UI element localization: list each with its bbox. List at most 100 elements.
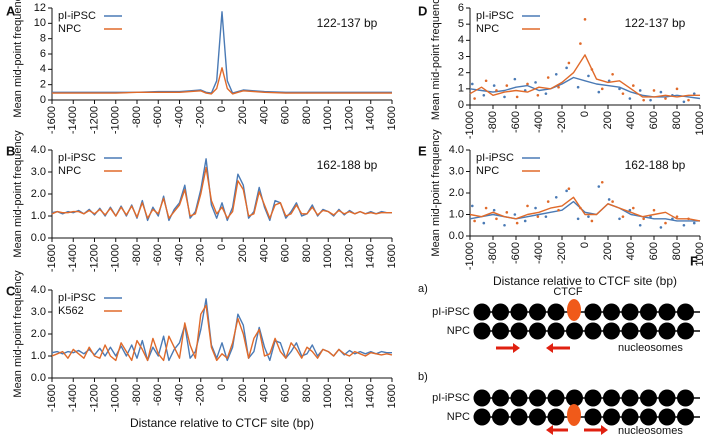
- nucleosome: [566, 389, 583, 407]
- nucleosome: [584, 303, 602, 321]
- scatter-dot: [567, 61, 571, 65]
- scatter-dot: [557, 85, 560, 89]
- legend-label: pI-iPSC: [58, 292, 96, 304]
- x-tick-label: 1600: [386, 244, 398, 268]
- legend-label: NPC: [476, 165, 499, 177]
- nucleosome: [640, 303, 657, 321]
- scatter-dot: [583, 18, 587, 21]
- y-tick-label: 1.0: [449, 208, 464, 220]
- legend-label: pI-iPSC: [476, 10, 514, 22]
- scatter-dot: [526, 82, 529, 86]
- y-tick-label: 0.0: [449, 230, 464, 242]
- annotation: 162-188 bp: [317, 158, 378, 172]
- y-tick-label: 1: [458, 83, 464, 95]
- nucleosome: [658, 322, 676, 340]
- scatter-dot: [664, 97, 667, 100]
- note: nucleosomes: [618, 425, 683, 435]
- scatter-dot: [544, 92, 548, 95]
- x-tick-label: 0: [216, 106, 228, 112]
- nucleosome: [677, 389, 694, 407]
- track-label: pI-iPSC: [432, 392, 470, 404]
- scatter-dot: [607, 79, 611, 83]
- y-tick-label: 1.0: [31, 210, 46, 222]
- y-axis-title: Mean mid-point frequency: [430, 129, 442, 257]
- nucleosome: [584, 408, 602, 426]
- y-tick-label: 12: [34, 2, 46, 14]
- scatter-dot: [687, 98, 690, 102]
- track-label: NPC: [447, 411, 470, 423]
- y-axis-title: Mean mid-point frequency: [12, 0, 24, 118]
- nucleosome: [510, 408, 528, 426]
- y-tick-label: 2: [40, 79, 46, 91]
- scatter-dot: [484, 79, 488, 83]
- x-tick-label: -800: [131, 244, 143, 266]
- arrow-head: [601, 425, 608, 435]
- scatter-dot: [484, 206, 488, 210]
- series-line: [51, 166, 392, 219]
- scatter-dot: [597, 90, 601, 94]
- scatter-dot: [652, 89, 656, 92]
- scatter-dot: [492, 84, 496, 87]
- scatter-dot: [611, 200, 614, 203]
- arrow-head: [546, 425, 553, 435]
- nucleosome: [621, 322, 639, 340]
- nucleosome: [603, 408, 620, 426]
- x-tick-label: 200: [237, 244, 249, 262]
- x-tick-label: -1000: [110, 106, 122, 134]
- legend-label: pI-iPSC: [476, 152, 514, 164]
- scatter-dot: [503, 223, 506, 227]
- scatter-dot: [597, 185, 601, 188]
- scatter-dot: [652, 208, 656, 212]
- panel-letter: B: [6, 143, 15, 158]
- x-tick-label: -200: [195, 384, 207, 406]
- x-tick-label: 400: [625, 111, 637, 129]
- scatter-dot: [523, 219, 527, 223]
- arrow-head: [513, 343, 520, 353]
- x-tick-label: -1400: [67, 106, 79, 134]
- scatter-dot: [587, 215, 590, 218]
- x-tick-label: 600: [280, 106, 292, 124]
- ctcf-site: [567, 404, 581, 426]
- nucleosome: [621, 389, 639, 407]
- y-tick-label: 6: [40, 48, 46, 60]
- x-tick-label: -200: [195, 244, 207, 266]
- legend-label: NPC: [476, 23, 499, 35]
- x-tick-label: 0: [216, 384, 228, 390]
- nucleosome: [603, 322, 620, 340]
- nucleosome: [640, 322, 657, 340]
- scatter-dot: [632, 206, 635, 210]
- x-tick-label: -600: [152, 384, 164, 406]
- scatter-dot: [621, 215, 625, 218]
- x-tick-label: -800: [487, 242, 499, 264]
- arrow-head: [546, 343, 553, 353]
- scatter-dot: [587, 74, 590, 78]
- scatter-dot: [675, 87, 679, 91]
- nucleosome: [473, 303, 491, 321]
- section-label: a): [418, 283, 428, 295]
- x-tick-label: -600: [152, 244, 164, 266]
- scatter-dot: [659, 226, 663, 229]
- scatter-dot: [642, 98, 645, 102]
- scatter-dot: [495, 89, 498, 92]
- scatter-dot: [600, 180, 604, 184]
- x-tick-label: 0: [216, 244, 228, 250]
- nucleosome: [510, 303, 528, 321]
- y-tick-label: 3.0: [31, 166, 46, 178]
- x-tick-label: -1600: [46, 244, 58, 272]
- nucleosome: [547, 322, 565, 340]
- x-tick-label: -1600: [46, 384, 58, 412]
- nucleosome-diagram: [473, 299, 700, 435]
- x-tick-label: -600: [510, 111, 522, 133]
- y-tick-label: 4: [458, 34, 464, 46]
- nucleosome: [640, 389, 657, 407]
- y-tick-label: 3.0: [449, 165, 464, 177]
- x-tick-label: 600: [280, 384, 292, 402]
- nucleosome: [529, 322, 546, 340]
- x-tick-label: -200: [556, 111, 568, 133]
- legend-label: pI-iPSC: [58, 152, 96, 164]
- x-tick-label: 800: [301, 106, 313, 124]
- x-tick-label: -200: [556, 242, 568, 264]
- series-line: [51, 304, 393, 362]
- ctcf-site: [567, 299, 581, 321]
- x-tick-label: -800: [131, 106, 143, 128]
